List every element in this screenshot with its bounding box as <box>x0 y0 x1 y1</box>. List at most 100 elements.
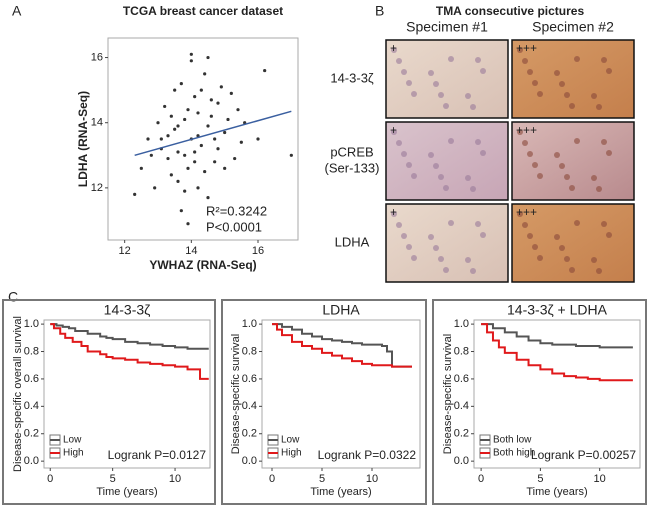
nucleus <box>448 56 454 62</box>
point <box>223 130 227 135</box>
nucleus <box>391 129 397 135</box>
nucleus <box>559 245 565 251</box>
y-axis-label: Disease-specific survival <box>442 334 454 454</box>
point <box>189 52 193 56</box>
nucleus <box>428 70 434 76</box>
tma-title: TMA consecutive pictures <box>436 4 585 18</box>
point <box>203 169 207 174</box>
plot-area <box>261 319 421 469</box>
point <box>216 101 220 105</box>
plot-area <box>107 37 299 241</box>
nucleus <box>527 233 533 239</box>
nucleus <box>411 255 417 261</box>
nucleus <box>532 80 538 86</box>
nucleus <box>475 139 481 145</box>
point <box>176 179 180 183</box>
x-tick-label: 0 <box>47 473 53 485</box>
point <box>236 108 240 112</box>
point <box>189 59 193 63</box>
point <box>193 160 197 164</box>
nucleus <box>606 68 612 74</box>
x-axis-label: Time (years) <box>526 486 587 498</box>
nucleus <box>532 244 538 250</box>
point <box>256 137 260 141</box>
chart-title: 14-3-3ζ <box>104 302 151 318</box>
nucleus <box>470 104 476 110</box>
x-axis-label: Time (years) <box>96 486 157 498</box>
nucleus <box>396 58 402 64</box>
point <box>229 91 233 95</box>
panel-label: C <box>8 289 18 305</box>
nucleus <box>428 234 434 240</box>
nucleus <box>554 152 560 158</box>
nucleus <box>480 232 486 238</box>
nucleus <box>601 221 607 227</box>
nucleus <box>596 186 602 192</box>
annotation: Logrank P=0.0127 <box>108 448 207 462</box>
y-tick-label: 0.8 <box>454 345 469 357</box>
survival-curve <box>481 323 633 382</box>
nucleus <box>564 92 570 98</box>
point <box>196 186 200 190</box>
nucleus <box>606 150 612 156</box>
nucleus <box>554 234 560 240</box>
chart-title: TCGA breast cancer dataset <box>123 4 283 18</box>
nucleus <box>411 91 417 97</box>
y-tick-label: 0.8 <box>24 345 39 357</box>
nucleus <box>559 81 565 87</box>
point <box>176 124 180 128</box>
x-tick-label: 12 <box>119 245 131 257</box>
y-tick-label: 1.0 <box>24 318 39 330</box>
nucleus <box>438 256 444 262</box>
nucleus <box>406 244 412 250</box>
nucleus <box>448 220 454 226</box>
annotation: R²=0.3242 <box>206 203 267 218</box>
nucleus <box>517 211 523 217</box>
y-tick-label: 0.4 <box>242 400 257 412</box>
panel-label: A <box>12 3 22 19</box>
survival-curve <box>272 323 412 368</box>
point <box>199 143 203 148</box>
point <box>166 134 170 138</box>
annotation: Logrank P=0.0322 <box>318 448 417 462</box>
nucleus <box>591 257 597 263</box>
survival-curve <box>272 323 412 368</box>
point <box>213 137 217 141</box>
nucleus <box>438 92 444 98</box>
y-tick-label: 0.6 <box>454 373 469 385</box>
x-tick-label: 14 <box>185 245 197 257</box>
nucleus <box>391 47 397 53</box>
annotation: Logrank P=0.00257 <box>531 448 636 462</box>
point <box>206 196 210 200</box>
nucleus <box>391 211 397 217</box>
point <box>186 166 190 170</box>
point <box>159 137 163 141</box>
nucleus <box>574 220 580 226</box>
nucleus <box>596 104 602 110</box>
nucleus <box>480 150 486 156</box>
column-header: Specimen #2 <box>532 19 614 35</box>
nucleus <box>465 93 471 99</box>
point <box>139 166 143 170</box>
nucleus <box>522 58 528 64</box>
y-tick-label: 0.2 <box>454 428 469 440</box>
x-tick-label: 0 <box>269 473 275 485</box>
x-axis-label: YWHAZ (RNA-Seq) <box>149 258 256 272</box>
y-tick-label: 0.0 <box>242 455 257 467</box>
x-axis-label: Time (years) <box>310 486 371 498</box>
nucleus <box>406 162 412 168</box>
nucleus <box>433 81 439 87</box>
x-tick-label: 5 <box>110 473 116 485</box>
nucleus <box>601 139 607 145</box>
point <box>153 186 157 190</box>
row-label: (Ser-133) <box>325 160 380 175</box>
nucleus <box>465 175 471 181</box>
nucleus <box>443 185 449 191</box>
point <box>263 68 267 73</box>
point <box>169 173 173 177</box>
point <box>163 104 167 109</box>
nucleus <box>569 267 575 273</box>
score: + <box>390 41 397 55</box>
point <box>183 117 187 122</box>
panel-label: B <box>375 3 384 19</box>
